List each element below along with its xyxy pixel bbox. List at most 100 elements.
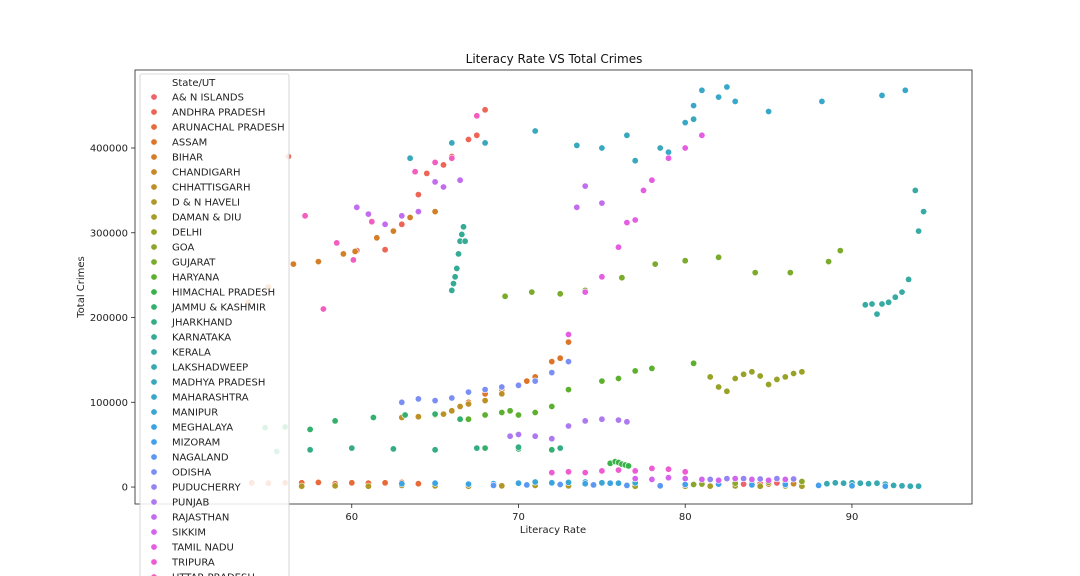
data-point <box>448 407 456 415</box>
legend-marker <box>150 198 158 206</box>
data-point <box>898 482 906 490</box>
legend-entry-label: ANDHRA PRADESH <box>172 108 265 119</box>
data-point <box>915 482 923 490</box>
legend-marker <box>150 543 158 551</box>
data-point <box>831 479 839 487</box>
legend-marker <box>150 423 158 431</box>
legend-entry-label: RAJASTHAN <box>172 513 229 524</box>
data-point <box>481 444 489 452</box>
legend-entry-label: MEGHALAYA <box>172 423 233 434</box>
data-point <box>481 411 489 419</box>
data-point <box>748 475 756 483</box>
data-point <box>623 131 631 139</box>
legend-marker <box>150 378 158 386</box>
data-point <box>773 375 781 383</box>
data-point <box>439 183 447 191</box>
legend-entry-label: JAMMU & KASHMIR <box>171 303 266 314</box>
data-point <box>556 480 564 488</box>
data-point <box>481 139 489 147</box>
data-point <box>461 237 469 245</box>
data-point <box>840 479 848 487</box>
data-point <box>861 301 869 309</box>
data-point <box>651 260 659 268</box>
legend-marker <box>150 408 158 416</box>
data-point <box>506 432 514 440</box>
data-point <box>381 220 389 228</box>
data-point <box>648 464 656 472</box>
data-point <box>614 479 622 487</box>
data-point <box>451 273 459 281</box>
legend-entry-label: BIHAR <box>172 153 203 164</box>
data-point <box>339 250 347 258</box>
data-point <box>556 354 564 362</box>
data-point <box>514 430 522 438</box>
data-point <box>473 444 481 452</box>
data-point <box>614 416 622 424</box>
data-point <box>431 479 439 487</box>
data-point <box>548 358 556 366</box>
legend-marker <box>150 303 158 311</box>
data-point <box>564 330 572 338</box>
legend-entry-label: ASSAM <box>172 138 207 149</box>
data-point <box>364 482 372 490</box>
legend-entry-label: GUJARAT <box>172 258 216 269</box>
data-point <box>306 425 314 433</box>
legend-marker <box>150 453 158 461</box>
data-point <box>431 178 439 186</box>
data-point <box>756 372 764 380</box>
data-point <box>873 479 881 487</box>
data-point <box>781 475 789 483</box>
data-point <box>624 462 632 470</box>
data-point <box>473 112 481 120</box>
data-point <box>548 479 556 487</box>
legend-marker <box>150 363 158 371</box>
data-point <box>439 410 447 418</box>
legend-marker <box>150 183 158 191</box>
data-point <box>748 368 756 376</box>
data-point <box>389 227 397 235</box>
data-point <box>656 482 664 490</box>
data-point <box>681 257 689 265</box>
data-point <box>920 208 928 216</box>
data-point <box>740 475 748 483</box>
data-point <box>698 86 706 94</box>
data-point <box>458 230 466 238</box>
data-point <box>523 377 531 385</box>
data-point <box>690 359 698 367</box>
legend-entry-label: A& N ISLANDS <box>172 93 244 104</box>
data-point <box>715 253 723 261</box>
legend-entry-label: TRIPURA <box>171 558 215 569</box>
data-point <box>348 479 356 487</box>
data-point <box>581 469 589 477</box>
data-point <box>573 203 581 211</box>
data-point <box>878 91 886 99</box>
data-point <box>715 383 723 391</box>
data-point <box>531 127 539 135</box>
data-point <box>406 214 414 222</box>
data-point <box>798 368 806 376</box>
data-point <box>664 154 672 162</box>
legend-marker <box>150 153 158 161</box>
data-point <box>731 374 739 382</box>
data-point <box>798 477 806 485</box>
data-point <box>756 475 764 483</box>
data-point <box>298 482 306 490</box>
legend-marker <box>150 123 158 131</box>
legend-entry-label: MAHARASHTRA <box>172 393 249 404</box>
data-point <box>698 475 706 483</box>
legend-entry-label: ARUNACHAL PRADESH <box>172 123 285 134</box>
data-point <box>631 216 639 224</box>
legend-entry-label: HIMACHAL PRADESH <box>172 288 275 299</box>
data-point <box>664 474 672 482</box>
data-point <box>786 269 794 277</box>
legend-entry-label: TAMIL NADU <box>171 543 234 554</box>
data-point <box>848 482 856 490</box>
legend-marker <box>150 393 158 401</box>
data-point <box>715 476 723 484</box>
data-point <box>331 417 339 425</box>
data-point <box>681 119 689 127</box>
data-point <box>449 280 457 288</box>
data-point <box>623 481 631 489</box>
data-point <box>868 300 876 308</box>
data-point <box>589 481 597 489</box>
